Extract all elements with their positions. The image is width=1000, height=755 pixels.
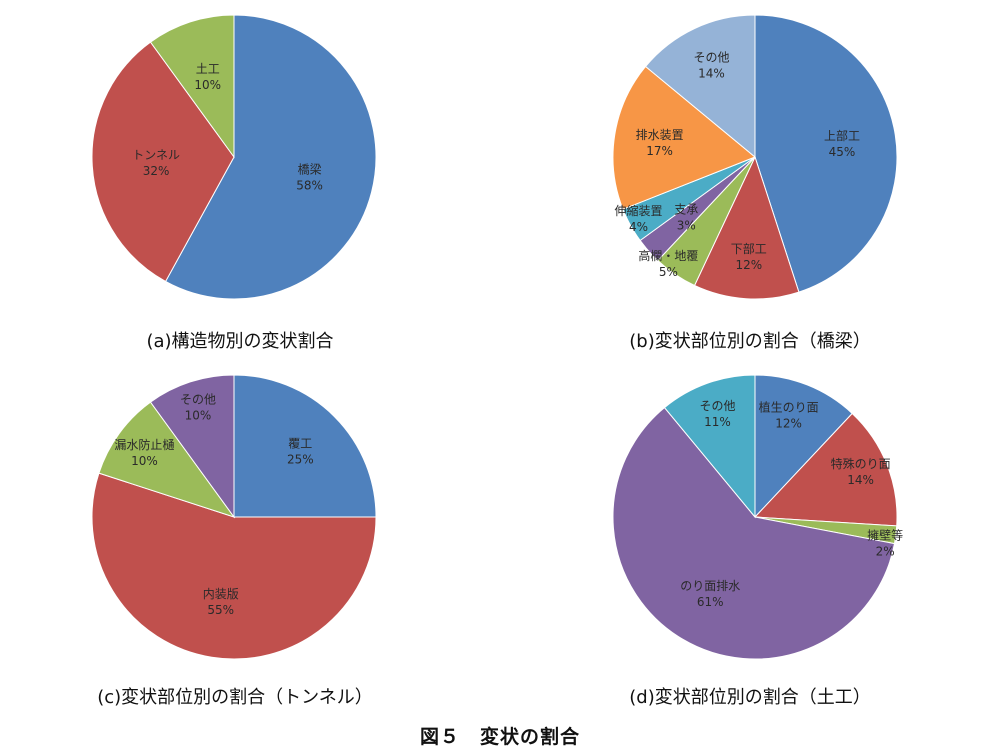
caption-d: (d)変状部位別の割合（土工） (629, 687, 871, 708)
slice-value-label: 61% (697, 595, 724, 609)
pie-slice (149, 374, 235, 519)
slice-label: 覆工 (288, 437, 312, 451)
slice-label: その他 (693, 51, 729, 65)
pie-slice (98, 401, 236, 518)
slice-label: その他 (699, 399, 735, 413)
slice-value-label: 3% (677, 219, 696, 233)
pie-slice (753, 412, 898, 527)
caption-a: (a)構造物別の変状割合 (146, 331, 334, 352)
pie-chart-structures: 橋梁 58% トンネル 32% 土工 10% (91, 14, 377, 300)
caption-c: (c)変状部位別の割合（トンネル） (97, 687, 373, 708)
slice-label: 支承 (674, 203, 698, 217)
pie-slice (149, 14, 235, 159)
pie-slice (612, 65, 756, 210)
charts-canvas: 橋梁 58% トンネル 32% 土工 10% 上部工 45% 下部工 12% 高欄・地覆 5% 支承 3… (91, 14, 903, 660)
pie-slice (612, 406, 896, 660)
slice-value-label: 14% (847, 473, 874, 487)
slice-value-label: 10% (131, 454, 158, 468)
pie-slice (663, 374, 756, 519)
pie-slice (644, 14, 756, 159)
slice-value-label: 11% (704, 415, 731, 429)
pie-chart-earthwork-parts: 植生のり面 12% 特殊のり面 14% 擁壁等 2% のり面排水 61% その他 11% (612, 374, 903, 660)
pie-slice (754, 374, 853, 519)
slice-label: のり面排水 (680, 579, 740, 593)
figure-title: 図５ 変状の割合 (419, 726, 580, 748)
slice-label: トンネル (132, 148, 180, 162)
slice-label: その他 (180, 392, 216, 406)
slice-label: 土工 (196, 62, 220, 76)
pie-chart-tunnel-parts: 覆工 25% 内装版 55% 漏水防止樋 10% その他 10% (91, 374, 377, 660)
slice-value-label: 12% (735, 258, 762, 272)
slice-value-label: 4% (629, 220, 648, 234)
slice-label: 植生のり面 (759, 400, 819, 415)
slice-value-label: 10% (194, 78, 221, 92)
slice-label: 橋梁 (298, 161, 322, 176)
slice-label: 擁壁等 (867, 527, 903, 542)
slice-label: 内装版 (203, 587, 239, 601)
slice-label: 漏水防止樋 (114, 437, 174, 452)
slice-value-label: 17% (646, 144, 673, 158)
slice-label: 下部工 (731, 241, 767, 256)
pie-slice (233, 374, 377, 518)
slice-value-label: 10% (185, 408, 212, 422)
pie-chart-bridge-parts: 上部工 45% 下部工 12% 高欄・地覆 5% 支承 3% 伸縮装置 4% 排水装置 17% その他 1… (612, 14, 898, 300)
slice-label: 伸縮装置 (614, 203, 662, 218)
pie-slice (164, 14, 377, 300)
pie-slice (754, 14, 898, 293)
slice-value-label: 14% (698, 67, 725, 81)
slice-label: 特殊のり面 (831, 456, 891, 471)
pie-slice (91, 41, 235, 283)
pie-slice (91, 472, 377, 660)
pie-slice (693, 155, 800, 300)
slice-value-label: 2% (876, 544, 895, 558)
slice-label: 高欄・地覆 (638, 248, 698, 263)
slice-value-label: 55% (207, 603, 234, 617)
caption-b: (b)変状部位別の割合（橋梁） (629, 331, 871, 352)
slice-label: 上部工 (824, 128, 860, 143)
slice-value-label: 12% (775, 417, 802, 431)
slice-value-label: 45% (829, 145, 856, 159)
slice-value-label: 5% (659, 265, 678, 279)
slice-label: 排水装置 (636, 128, 684, 142)
slice-value-label: 58% (296, 178, 323, 192)
slice-value-label: 25% (287, 453, 314, 467)
slice-value-label: 32% (143, 164, 170, 178)
